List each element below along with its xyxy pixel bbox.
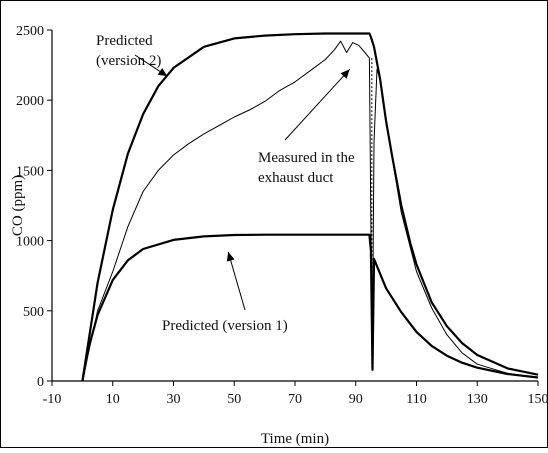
y-axis-title: CO (ppm) [10,175,26,236]
x-tick-label: 50 [227,392,241,407]
annotation-measured-text: exhaust duct [258,170,334,186]
x-tick-label: 110 [406,392,426,407]
x-tick-label: -10 [43,392,62,407]
x-axis-title: Time (min) [261,431,329,447]
y-tick-label: 500 [23,305,44,320]
x-tick-label: 90 [349,392,363,407]
x-tick-label: 70 [288,392,302,407]
annotation-predicted-version-2-text: Predicted [96,33,153,49]
annotation-predicted-version-1-text: Predicted (version 1) [162,318,288,334]
x-tick-label: 150 [528,392,548,407]
x-tick-label: 130 [467,392,488,407]
y-tick-label: 2000 [16,94,44,109]
annotation-predicted-version-2-text: (version 2) [96,53,161,69]
x-tick-label: 10 [106,392,120,407]
annotation-measured-text: Measured in the [258,150,355,166]
y-tick-label: 0 [37,375,44,390]
y-tick-label: 2500 [16,24,44,39]
x-tick-label: 30 [167,392,181,407]
